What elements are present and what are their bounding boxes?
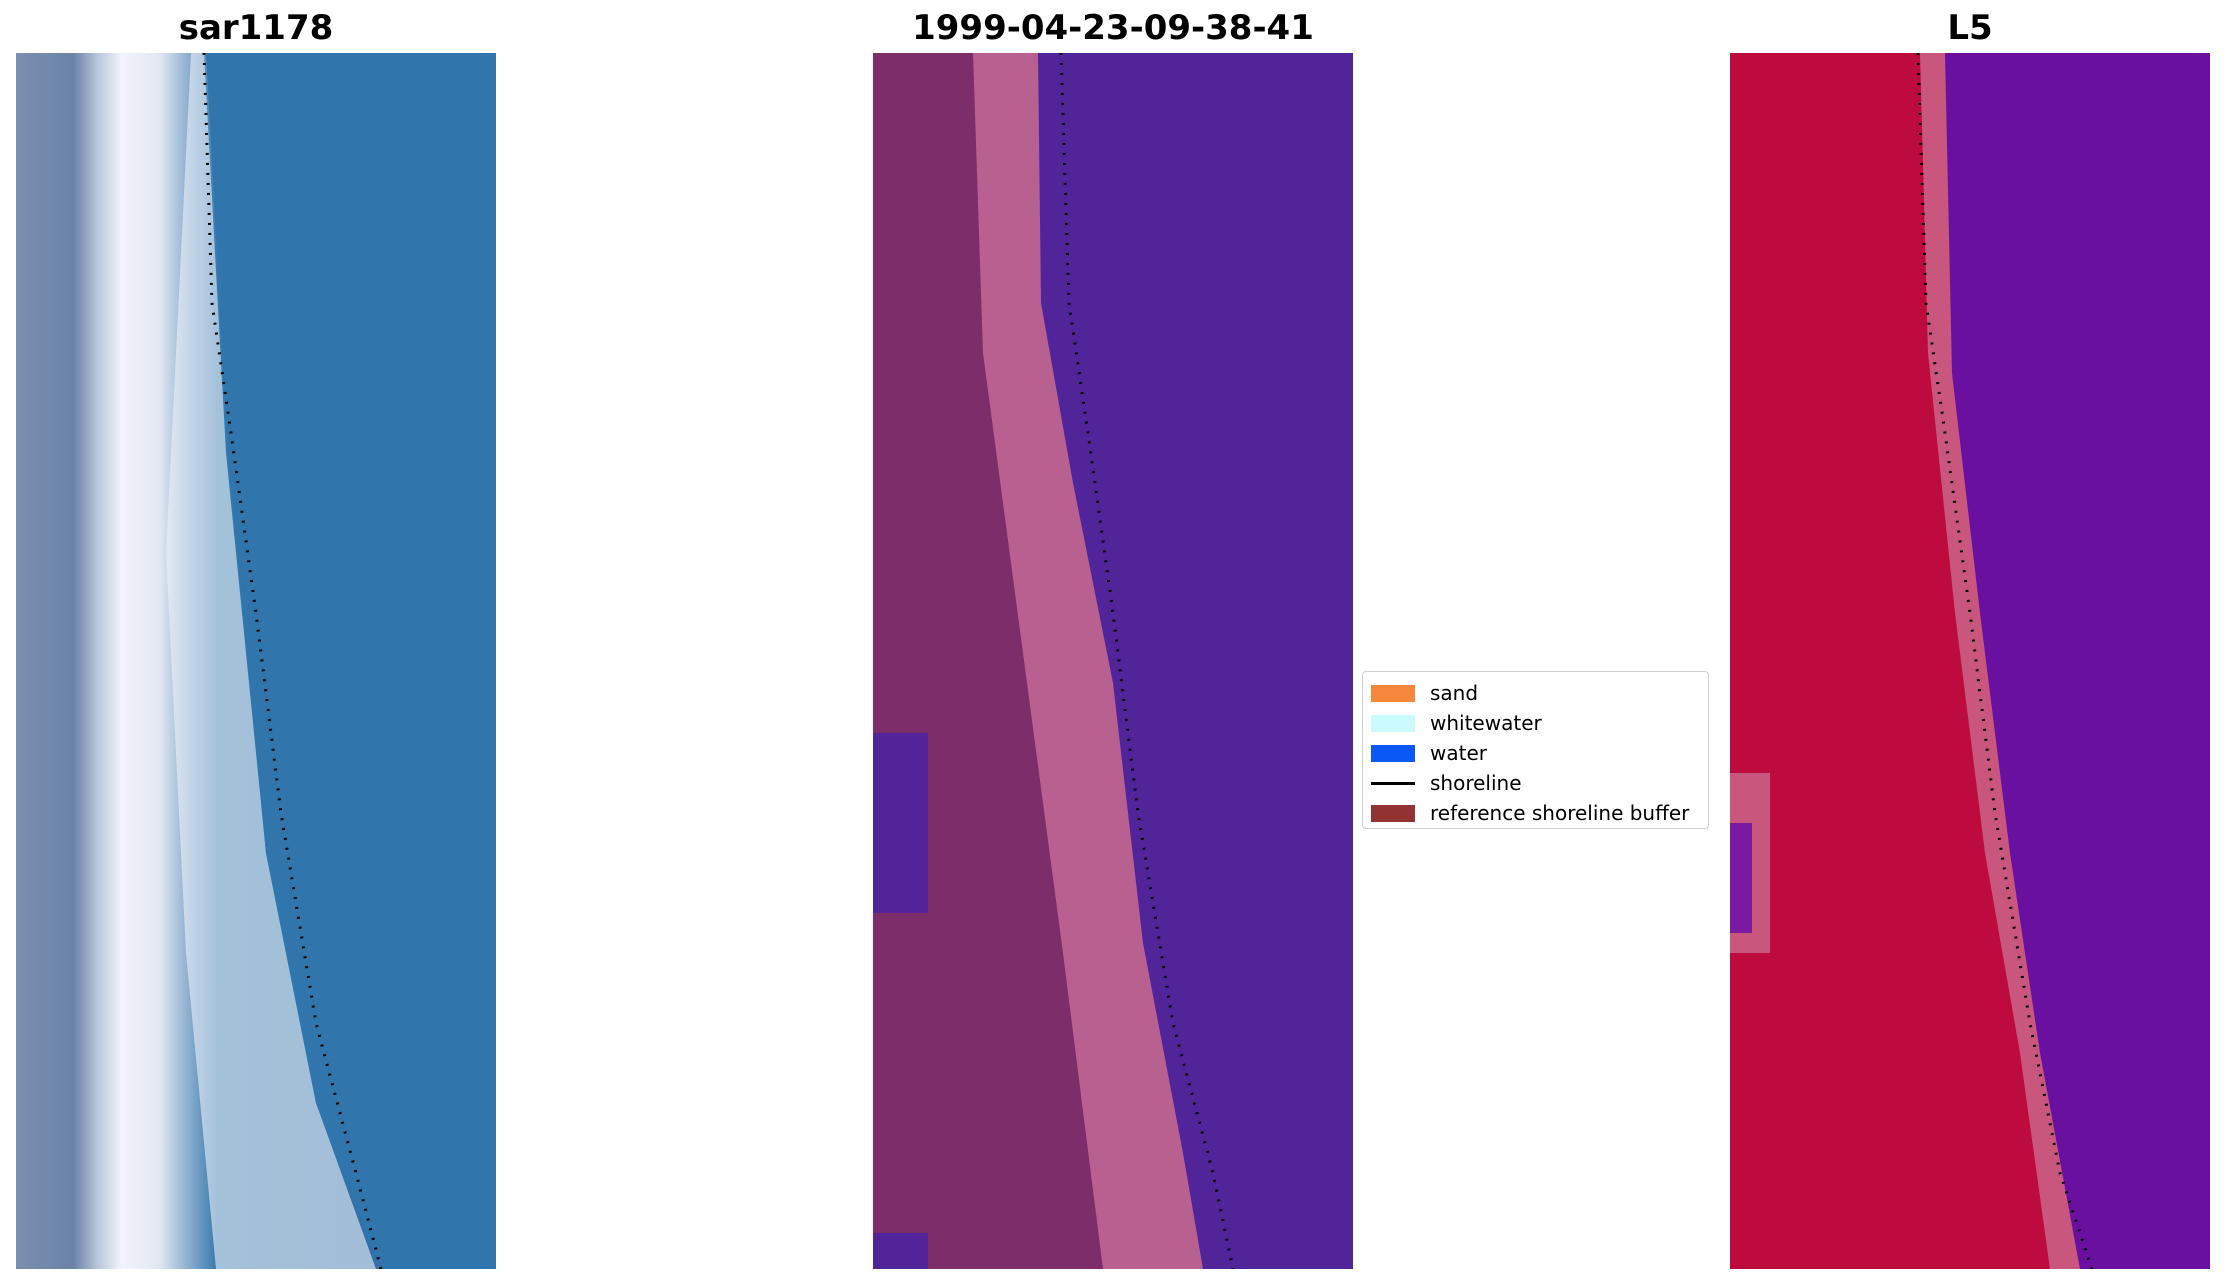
satellite-image: [16, 53, 496, 1269]
legend-swatch-water: [1371, 744, 1415, 762]
legend-line-shoreline: [1371, 781, 1415, 785]
legend-item-whitewater: whitewater: [1371, 708, 1700, 738]
legend-label: sand: [1430, 681, 1479, 705]
legend-swatch-reference-shoreline-buffer: [1371, 804, 1415, 822]
legend-label: shoreline: [1430, 771, 1522, 795]
legend-label: reference shoreline buffer: [1430, 801, 1690, 825]
legend-item-sand: sand: [1371, 678, 1700, 708]
legend-swatch-whitewater: [1371, 714, 1415, 732]
legend-item-reference-shoreline-buffer: reference shoreline buffer: [1371, 798, 1700, 828]
panel-title-1: sar1178: [178, 8, 334, 48]
legend-label: water: [1430, 741, 1487, 765]
legend-item-shoreline: shoreline: [1371, 768, 1700, 798]
satellite-image-panel: [16, 53, 496, 1269]
legend: sand whitewater water shoreline referenc…: [1362, 671, 1709, 829]
index-image-panel: [1730, 53, 2210, 1269]
legend-label: whitewater: [1430, 711, 1542, 735]
panel-title-3: L5: [1947, 8, 1993, 48]
classified-image-panel: [873, 53, 1353, 1269]
index-image: [1730, 53, 2210, 1269]
panel-title-2: 1999-04-23-09-38-41: [912, 8, 1314, 48]
legend-item-water: water: [1371, 738, 1700, 768]
legend-swatch-sand: [1371, 684, 1415, 702]
classified-image: [873, 53, 1353, 1269]
